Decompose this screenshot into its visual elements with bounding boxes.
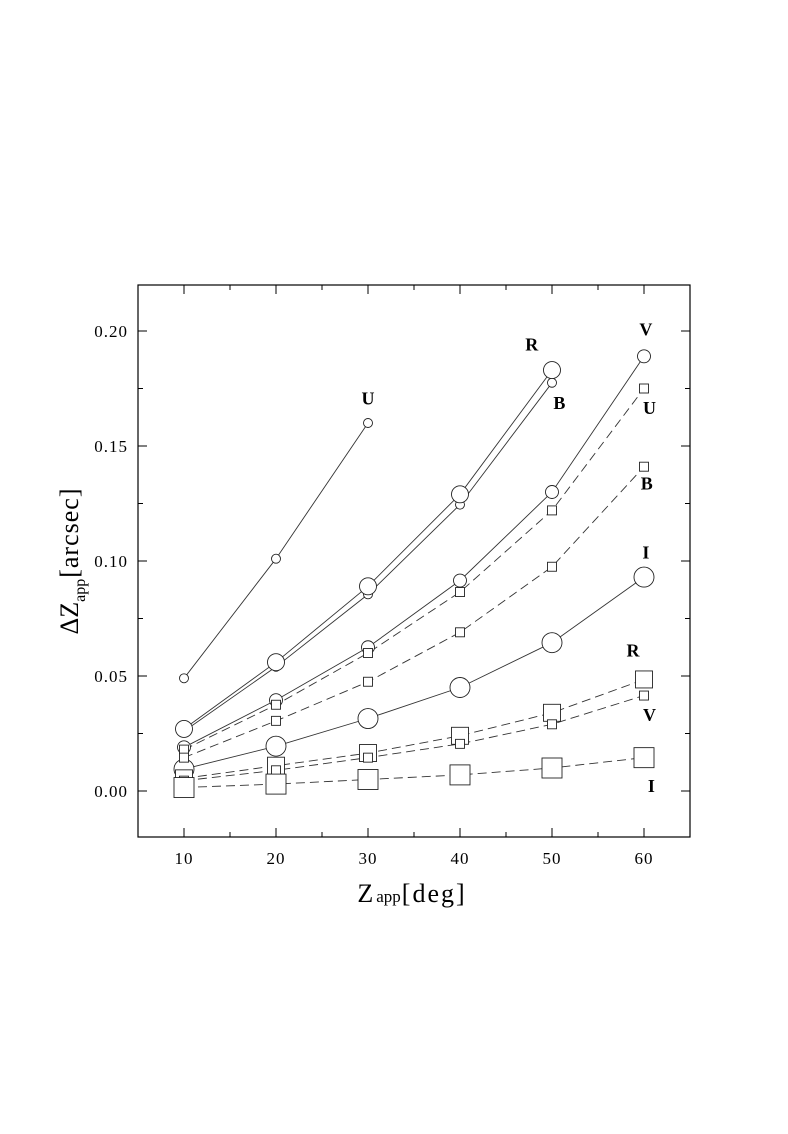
data-point-u-dashed-square [363, 648, 373, 658]
data-point-i-dashed-square [357, 769, 379, 790]
data-point-i-dashed-square [541, 757, 563, 779]
series-markers [173, 349, 655, 798]
series-line-i-dashed-square [183, 757, 645, 788]
series-label-i: I [642, 543, 649, 563]
series-line-b-dashed-square [183, 466, 645, 759]
series-lines [183, 356, 645, 788]
series-label-r: R [626, 640, 640, 660]
x-tick-label: 20 [267, 849, 286, 868]
data-point-v-dashed-square [547, 719, 557, 730]
data-point-b-dashed-square [639, 461, 649, 472]
data-point-u-solid-circle [271, 553, 281, 564]
series-label-v: V [643, 705, 656, 725]
x-tick-label: 30 [359, 849, 378, 868]
data-point-r-solid-circle [543, 361, 561, 380]
data-point-v-dashed-square [271, 765, 281, 776]
y-tick-label: 0.20 [94, 322, 128, 341]
data-point-b-dashed-square [179, 752, 189, 763]
data-point-r-dashed-square [635, 670, 653, 689]
data-point-i-dashed-square [173, 777, 195, 798]
data-point-r-dashed-square [543, 703, 561, 722]
data-point-v-dashed-square [455, 738, 465, 749]
data-point-i-dashed-square [265, 773, 287, 795]
data-point-r-solid-circle [451, 485, 469, 504]
data-point-i-dashed-square [633, 747, 655, 769]
series-line-u-solid-circle [183, 422, 369, 679]
data-point-b-solid-circle [547, 377, 557, 388]
data-point-i-solid-circle [265, 735, 287, 757]
data-point-v-solid-circle [545, 485, 559, 499]
y-axis-title: ΔZapp[arcsec] [55, 488, 89, 635]
series-label-r: R [525, 335, 539, 355]
data-point-u-solid-circle [363, 418, 373, 428]
series-line-i-solid-circle [183, 576, 645, 770]
data-point-i-solid-circle [541, 632, 563, 654]
x-tick-label: 60 [635, 849, 654, 868]
y-tick-label: 0.05 [94, 667, 128, 686]
y-tick-label: 0.15 [94, 437, 128, 456]
series-label-i: I [648, 776, 655, 796]
data-point-b-dashed-square [455, 627, 465, 638]
series-labels: U R B V U B I R V I [362, 320, 657, 797]
data-point-i-solid-circle [633, 566, 655, 588]
data-point-v-dashed-square [639, 690, 649, 701]
series-label-v: V [639, 320, 652, 340]
y-tick-label: 0.10 [94, 552, 128, 571]
data-point-u-dashed-square [639, 383, 649, 394]
series-line-v-solid-circle [183, 356, 645, 748]
data-point-i-dashed-square [449, 764, 471, 786]
data-point-b-dashed-square [363, 676, 373, 687]
data-point-u-solid-circle [179, 673, 189, 684]
data-point-v-dashed-square [363, 752, 373, 763]
series-label-u: U [643, 398, 656, 418]
data-point-b-dashed-square [271, 715, 281, 726]
axis-ticks: 10 20 30 40 50 60 0.00 0.05 0.10 0.15 0.20 [94, 285, 691, 868]
x-tick-label: 40 [451, 849, 470, 868]
series-line-r-dashed-square [183, 679, 645, 779]
series-line-v-dashed-square [183, 695, 645, 782]
data-point-v-solid-circle [637, 349, 651, 364]
data-point-v-solid-circle [453, 573, 467, 588]
data-point-u-dashed-square [455, 587, 465, 597]
plot-frame [137, 284, 691, 838]
data-point-r-solid-circle [267, 653, 285, 672]
data-point-i-solid-circle [449, 677, 471, 698]
series-label-b: B [553, 393, 565, 413]
series-line-u-dashed-square [183, 388, 645, 751]
series-label-u: U [362, 389, 375, 409]
series-label-b: B [641, 474, 653, 494]
x-tick-label: 10 [175, 849, 194, 868]
data-point-r-solid-circle [359, 577, 377, 596]
data-point-r-solid-circle [175, 719, 193, 738]
x-tick-label: 50 [543, 849, 562, 868]
data-point-u-dashed-square [271, 699, 281, 710]
data-point-i-solid-circle [357, 708, 379, 729]
data-point-u-dashed-square [547, 505, 557, 516]
data-point-b-dashed-square [547, 561, 557, 572]
y-tick-label: 0.00 [94, 782, 128, 801]
